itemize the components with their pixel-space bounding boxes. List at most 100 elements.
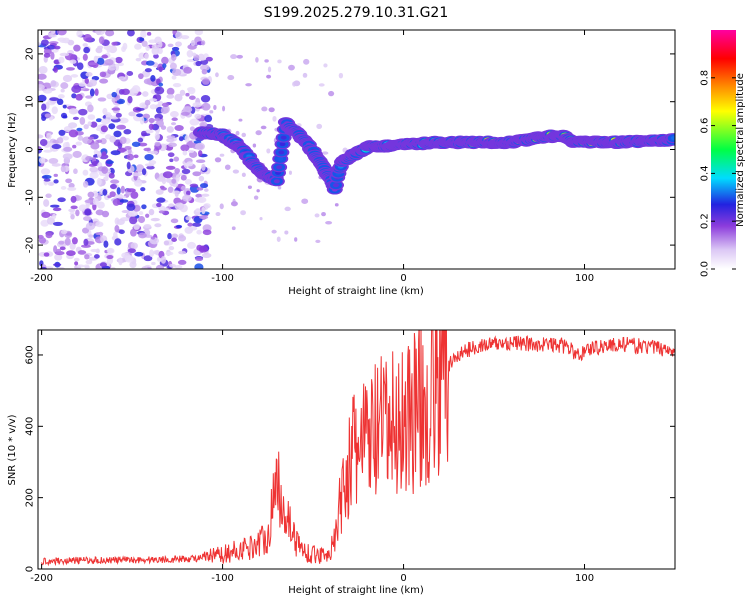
spectrogram-cell <box>70 195 77 203</box>
spectrogram-cell <box>62 153 73 160</box>
spectrogram-cell <box>101 151 107 157</box>
spectrogram-cell <box>303 58 310 65</box>
spectrogram-cell <box>121 252 130 259</box>
spectrogram-cell <box>149 249 155 258</box>
spectrogram-cell <box>328 90 335 97</box>
spectrogram-cell <box>174 191 179 198</box>
spectrogram-cell <box>186 241 197 249</box>
spectrogram-cell <box>156 197 166 203</box>
spectrogram-cell <box>186 49 194 58</box>
spectrogram-cell <box>83 216 92 222</box>
spectrogram-cell <box>186 161 194 167</box>
y-tick-label: 200 <box>25 488 36 507</box>
spectrogram-cell <box>82 43 88 47</box>
colorbar-ticks: 0.0 0.2 0.4 0.6 0.8 <box>700 70 736 277</box>
spectrogram-cell <box>88 234 94 238</box>
spectrogram-cell <box>57 94 65 99</box>
spectrogram-cell <box>174 93 183 102</box>
spectrogram-cell <box>321 151 329 155</box>
spectrogram-cell <box>201 193 210 197</box>
spectrogram-ridge-cell <box>278 150 285 155</box>
spectrogram-cell <box>150 217 160 222</box>
spectrogram-cell <box>56 137 64 144</box>
spectrogram-cell <box>97 45 104 50</box>
spectrogram-cell <box>43 149 53 153</box>
spectrogram-cell <box>169 62 177 70</box>
spectrogram-ridge-cell <box>332 183 339 188</box>
spectrogram-cell <box>130 242 138 250</box>
spectrogram-cell <box>185 216 192 221</box>
snr-y-label: SNR (10 * v/v) <box>7 414 18 485</box>
spectrogram-cell <box>85 95 93 99</box>
spectrogram-cell <box>166 87 175 96</box>
spectrogram-cell <box>82 180 89 188</box>
spectrogram-cell <box>84 78 89 84</box>
spectrogram-cell <box>172 83 182 88</box>
snr-frame <box>37 329 676 570</box>
spectrogram-cell <box>143 78 152 85</box>
spectrogram-cell <box>48 41 59 45</box>
spectrogram-cell <box>143 224 152 229</box>
spectrogram-cell <box>140 30 147 38</box>
spectrogram-cell <box>58 56 65 64</box>
spectrogram-cell <box>84 254 90 260</box>
spectrogram-cell <box>95 221 104 228</box>
spectrogram-cell <box>116 219 125 225</box>
spectrogram-cell <box>79 117 86 125</box>
spectrogram-cell <box>169 158 174 163</box>
x-tick-label: 0 <box>400 573 406 584</box>
spectrogram-cell <box>166 137 175 143</box>
spectrogram-cell <box>321 211 326 217</box>
spectrogram-cell <box>148 123 154 130</box>
spectrogram-cell <box>166 126 174 133</box>
spectrogram-cell <box>168 203 175 208</box>
spectrogram-cell <box>43 52 51 58</box>
spectrogram-cell <box>163 207 169 211</box>
spectrogram-cell <box>87 191 95 198</box>
spectrogram-cell <box>144 68 152 73</box>
chart-title: S199.2025.279.10.31.G21 <box>264 5 449 21</box>
spectrogram-cell <box>144 99 151 106</box>
spectrogram-cell <box>158 82 164 87</box>
spectrogram-cell <box>100 118 111 125</box>
spectrogram-cell <box>83 124 89 130</box>
spectrogram-cell <box>323 63 328 68</box>
spectrogram-cell <box>102 107 108 115</box>
spectrogram-cell <box>288 170 292 175</box>
spectrogram-cell <box>213 104 217 111</box>
spectrogram-cell <box>106 247 115 254</box>
spectrogram-cell <box>175 224 183 229</box>
spectrogram-cell <box>214 157 222 163</box>
spectrogram-cell <box>44 266 54 269</box>
spectrogram-cell <box>73 168 78 175</box>
spectrogram-cell <box>182 106 193 113</box>
spectrogram-cell <box>271 229 277 234</box>
spectrogram-cell <box>230 54 238 60</box>
spectrogram-cell <box>175 31 183 40</box>
spectrogram-cell <box>111 41 118 46</box>
spectrogram-cell <box>43 252 50 257</box>
spectrogram-cell <box>67 39 75 46</box>
spectrogram-cell <box>148 208 155 216</box>
y-tick-label: 20 <box>25 48 36 61</box>
spectrogram-cell <box>167 232 172 240</box>
spectrogram-cell <box>199 215 209 220</box>
spectrogram-cell <box>318 83 325 87</box>
spectrogram-cell <box>76 62 84 70</box>
spectrogram-cell <box>145 60 155 66</box>
spectrogram-cell <box>63 146 73 152</box>
spectrogram-cell <box>89 79 97 87</box>
spectrogram-cell <box>85 222 96 230</box>
spectrogram-cell <box>205 56 213 62</box>
spectrogram-cells <box>38 30 675 269</box>
y-tick-label: 400 <box>25 417 36 436</box>
spectrogram-cell <box>99 153 109 160</box>
y-tick-label: 10 <box>25 95 36 108</box>
spectrogram-cell <box>48 32 53 38</box>
spectrogram-cell <box>95 209 104 216</box>
spectrogram-y-ticks: -20 -10 0 10 20 <box>25 48 675 253</box>
spectrogram-cell <box>240 210 246 216</box>
spectrogram-cell <box>56 266 65 269</box>
spectrogram-cell <box>71 237 78 245</box>
spectrogram-cell <box>167 43 174 48</box>
